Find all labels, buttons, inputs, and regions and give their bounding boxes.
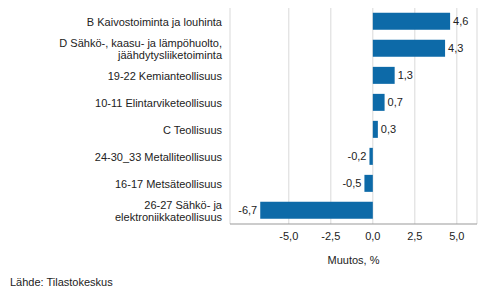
- svg-text:2,5: 2,5: [407, 230, 422, 242]
- svg-text:10-11 Elintarviketeollisuus: 10-11 Elintarviketeollisuus: [95, 97, 222, 109]
- svg-text:-5,0: -5,0: [279, 230, 298, 242]
- svg-text:B Kaivostoiminta ja louhinta: B Kaivostoiminta ja louhinta: [87, 16, 223, 28]
- svg-text:24-30_33 Metalliteollisuus: 24-30_33 Metalliteollisuus: [95, 151, 223, 163]
- html-text:Lähde: Tilastokeskus: Lähde: Tilastokeskus: [10, 276, 113, 288]
- svg-text:0,3: 0,3: [381, 123, 396, 135]
- svg-text:Muutos, %: Muutos, %: [328, 254, 380, 266]
- svg-text:4,3: 4,3: [448, 42, 463, 54]
- svg-text:26-27 Sähkö- jaelektroniikkate: 26-27 Sähkö- jaelektroniikkateollisuus: [115, 199, 223, 223]
- svg-text:0,0: 0,0: [365, 230, 380, 242]
- svg-text:-0,5: -0,5: [342, 177, 361, 189]
- svg-text:0,7: 0,7: [388, 96, 403, 108]
- svg-text:5,0: 5,0: [449, 230, 464, 242]
- svg-text:-0,2: -0,2: [347, 150, 366, 162]
- svg-text:16-17 Metsäteollisuus: 16-17 Metsäteollisuus: [115, 178, 223, 190]
- svg-text:19-22 Kemianteollisuus: 19-22 Kemianteollisuus: [108, 70, 223, 82]
- svg-text:-6,7: -6,7: [238, 204, 257, 216]
- svg-text:-2,5: -2,5: [321, 230, 340, 242]
- svg-text:D Sähkö-, kaasu- ja lämpöhuolt: D Sähkö-, kaasu- ja lämpöhuolto,jäähdyty…: [59, 37, 223, 61]
- svg-text:C Teollisuus: C Teollisuus: [163, 124, 223, 136]
- svg-text:4,6: 4,6: [453, 15, 468, 27]
- svg-text:1,3: 1,3: [398, 69, 413, 81]
